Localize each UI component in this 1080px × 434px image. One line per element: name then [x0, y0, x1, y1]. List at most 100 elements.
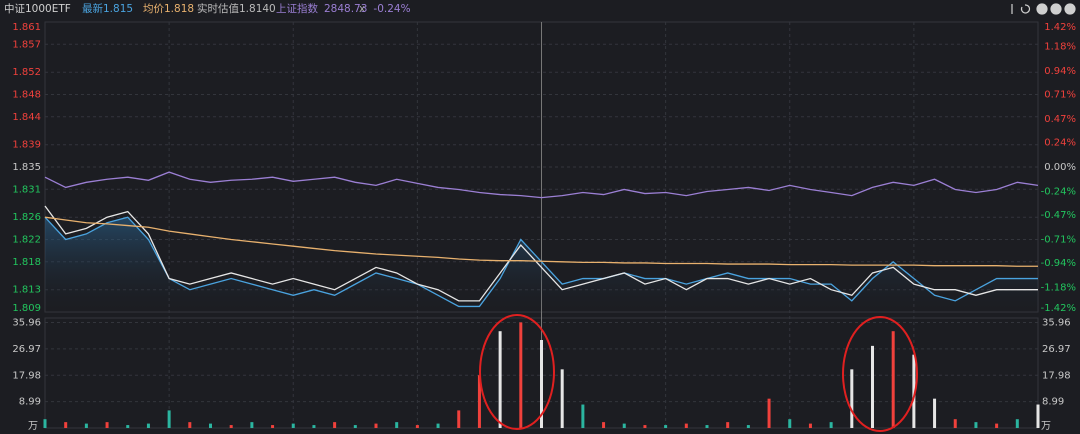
fund-name: 中证1000ETF: [4, 2, 71, 15]
icon-zoom-in[interactable]: [1036, 3, 1048, 15]
volume-bar: [374, 423, 378, 428]
volume-bar: [64, 422, 68, 428]
volume-bar: [498, 331, 502, 428]
volume-bar: [333, 422, 337, 428]
volume-bar: [229, 425, 233, 428]
icon-close[interactable]: [1064, 3, 1076, 15]
volume-tick-label-right: 35.96: [1042, 318, 1071, 329]
y-tick-label: 1.813: [12, 285, 41, 296]
y-tick-label: 1.835: [12, 162, 41, 173]
legend-entry: 实时估值1.8140: [197, 2, 276, 15]
volume-bar: [871, 345, 874, 428]
y-tick-label: 1.852: [12, 67, 41, 78]
y-tick-label: 1.818: [12, 257, 41, 268]
volume-bar: [726, 422, 730, 428]
y2-tick-label: -0.47%: [1041, 210, 1076, 221]
y2-tick-label: 1.18%: [1044, 42, 1076, 53]
volume-bar: [105, 422, 109, 428]
volume-unit: 万: [28, 421, 38, 432]
volume-bar: [581, 404, 585, 428]
legend-current: 2848.73: [324, 3, 367, 15]
volume-bar: [664, 425, 668, 428]
y2-tick-label: -0.71%: [1041, 235, 1076, 246]
line-series: [44, 171, 1039, 199]
legend-entry: 最新1.815: [82, 2, 133, 15]
volume-bar: [622, 423, 626, 428]
legend-name: 上证指数: [276, 2, 318, 15]
volume-bar: [643, 425, 647, 428]
volume-bar: [829, 422, 833, 428]
icon-refresh[interactable]: [1020, 4, 1031, 14]
volume-bar: [312, 425, 316, 428]
y2-tick-label: -1.42%: [1041, 303, 1076, 314]
volume-bar: [436, 423, 440, 428]
toolbar-icons: [1011, 3, 1076, 15]
icon-zoom-out[interactable]: [1050, 3, 1062, 15]
y2-tick-label: 0.24%: [1044, 137, 1076, 148]
volume-bar: [43, 419, 47, 428]
y2-tick-label: 1.42%: [1044, 22, 1076, 33]
legend-current: 1.815: [103, 3, 133, 15]
y-tick-label: 1.848: [12, 90, 41, 101]
volume-bar: [250, 422, 254, 428]
close-button[interactable]: x: [359, 3, 365, 15]
y2-tick-label: -0.94%: [1041, 258, 1076, 269]
y-tick-label: 1.857: [12, 39, 41, 50]
volume-bar: [84, 423, 88, 428]
volume-bar: [891, 331, 895, 428]
y-tick-label: 1.861: [12, 22, 41, 33]
y2-tick-label: 0.94%: [1044, 66, 1076, 77]
y-tick-label: 1.822: [12, 235, 41, 246]
plot: 1.861 1.857 1.852 1.848 1.844 1.839 1.835 1.831…: [12, 21, 1076, 432]
volume-tick-label: 35.96: [12, 318, 41, 329]
volume-bar: [808, 423, 812, 428]
volume-bar: [995, 423, 999, 428]
volume-bar: [395, 422, 399, 428]
volume-bar: [271, 425, 275, 428]
volume-bar: [126, 425, 130, 428]
volume-bar: [933, 398, 937, 428]
legend-name: 实时估值: [197, 2, 239, 15]
y2-tick-label: 0.71%: [1044, 90, 1076, 101]
volume-tick-label-right: 8.99: [1042, 397, 1064, 408]
volume-bar: [415, 425, 419, 428]
volume-tick-label: 17.98: [12, 370, 41, 381]
volume-bar: [1015, 419, 1019, 428]
legend-current-label: 1.8140: [239, 3, 276, 15]
area-fill: [45, 217, 1038, 312]
legend-name: 均价: [143, 3, 164, 15]
volume-bar: [291, 423, 295, 428]
volume-unit-right: 万: [1041, 421, 1051, 432]
highlight-circle: [842, 316, 918, 432]
legend-current: 1.818: [164, 3, 194, 15]
volume-bar: [705, 425, 709, 428]
volume-bar: [519, 322, 523, 428]
volume-bar: [602, 422, 606, 428]
volume-tick-label-right: 26.97: [1042, 344, 1071, 355]
y2-tick-label: -0.24%: [1041, 187, 1076, 198]
header-legend: 最新1.815 均价1.818 实时估值1.8140 上证指数 2848.73 -0.24…: [82, 2, 411, 15]
highlight-circle: [479, 314, 555, 430]
y2-tick-label: -1.18%: [1041, 282, 1076, 293]
volume-bar: [540, 340, 543, 428]
volume-bar: [953, 419, 957, 428]
legend-entry: 上证指数 2848.73 -0.24%: [276, 2, 411, 15]
volume-tick-label: 26.97: [12, 344, 41, 355]
volume-bar: [746, 425, 750, 428]
volume-tick-label: 8.99: [19, 397, 41, 408]
volume-bar: [188, 422, 192, 428]
y-tick-label: 1.839: [12, 140, 41, 151]
volume-bar: [209, 423, 212, 428]
volume-bar: [912, 354, 916, 428]
legend-name: 最新: [82, 2, 103, 15]
volume-bar: [684, 423, 688, 428]
volume-tick-label-right: 17.98: [1042, 370, 1071, 381]
y-tick-label: 1.826: [12, 212, 41, 223]
line-series: [44, 205, 1038, 302]
volume-bar: [167, 410, 171, 428]
y2-tick-label: 0.47%: [1044, 114, 1076, 125]
volume-bar: [477, 375, 481, 428]
y-tick-label: 1.831: [12, 184, 41, 195]
legend-entry: 均价1.818: [143, 3, 194, 15]
